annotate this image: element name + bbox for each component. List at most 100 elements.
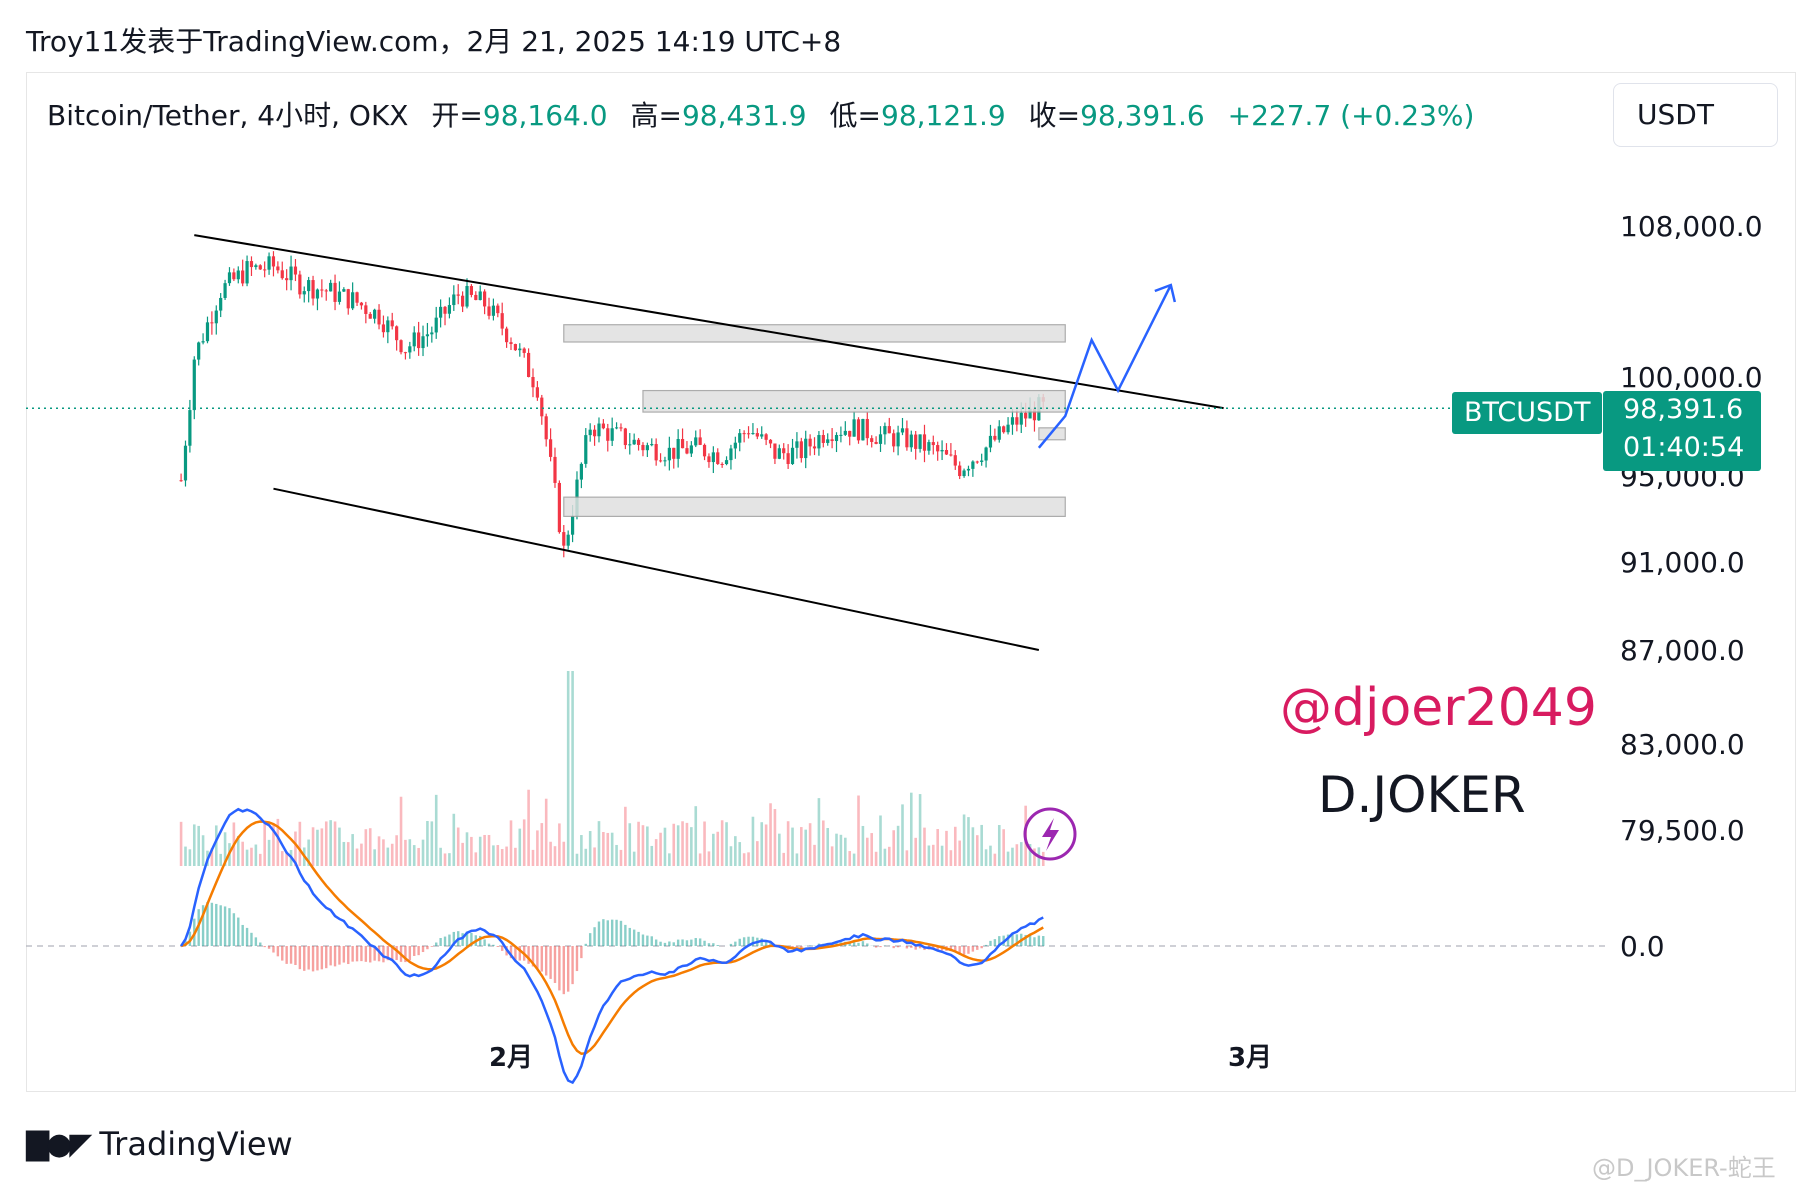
tradingview-logo-icon: ▇●◤: [26, 1126, 92, 1162]
macd-histogram-bar: [303, 946, 306, 971]
candle-body: [993, 435, 997, 440]
drawings-layer: [26, 234, 1452, 861]
volume-bar: [909, 792, 913, 866]
candle-body: [834, 435, 839, 442]
candle-body: [918, 434, 922, 449]
candle-body: [592, 429, 597, 437]
macd-histogram-bar: [998, 936, 1001, 946]
volume-bar: [566, 671, 570, 866]
volume-bar: [822, 820, 825, 866]
macd-histogram-bar: [355, 946, 359, 962]
volume-bar: [610, 832, 614, 866]
volume-bar: [901, 804, 904, 866]
trendline: [194, 234, 1224, 410]
volume-bar: [558, 823, 561, 866]
candle-body: [232, 272, 236, 280]
candle-body: [768, 439, 773, 444]
macd-histogram-bar: [285, 946, 288, 964]
candle-body: [439, 306, 443, 318]
volume-bar: [390, 843, 394, 866]
volume-bar: [518, 828, 522, 866]
candle-body: [443, 306, 447, 314]
macd-histogram-bar: [373, 946, 376, 961]
y-tick-label: 108,000.0: [1620, 210, 1763, 243]
macd-histogram-bar: [479, 935, 482, 946]
volume-bar: [1028, 844, 1032, 866]
candle-body: [469, 286, 474, 295]
macd-histogram-bar: [738, 938, 741, 946]
macd-histogram-bar: [360, 946, 363, 962]
candle-body: [425, 334, 430, 337]
volume-bar: [1019, 842, 1023, 866]
volume-bar: [659, 832, 662, 866]
volume-bar: [461, 842, 464, 866]
candle-body: [887, 426, 891, 434]
candle-body: [773, 443, 777, 459]
volume-bar: [923, 827, 926, 866]
candle-body: [821, 435, 825, 443]
candle-body: [707, 456, 711, 463]
volume-bar: [817, 798, 821, 866]
candle-body: [505, 328, 509, 343]
macd-histogram-bar: [641, 934, 645, 946]
macd-histogram-bar: [448, 934, 451, 946]
candle-body: [724, 460, 729, 465]
macd-histogram-bar: [712, 943, 715, 946]
macd-histogram-bar: [681, 939, 684, 946]
macd-histogram-bar: [624, 924, 627, 946]
volume-bar: [945, 830, 948, 866]
macd-histogram-bar: [483, 939, 486, 946]
high-label: 高=: [630, 99, 682, 132]
candle-body: [566, 534, 570, 546]
candle-body: [289, 266, 293, 281]
macd-histogram-bar: [703, 940, 706, 946]
macd-histogram-bar: [716, 945, 719, 946]
currency-button[interactable]: USDT: [1613, 83, 1778, 147]
volume-bar: [580, 835, 583, 866]
lightning-icon-ring: [1023, 807, 1077, 861]
candle-body: [905, 428, 909, 448]
candle-body: [513, 344, 517, 351]
candle-body: [302, 291, 306, 295]
candle-body: [685, 448, 689, 454]
candle-body: [509, 342, 513, 345]
macd-histogram-bar: [747, 936, 750, 946]
macd-histogram-bar: [294, 946, 297, 966]
candle-body: [971, 461, 975, 469]
candle-body: [562, 532, 566, 546]
macd-zero-label: 0.0: [1620, 930, 1665, 963]
candle-body: [975, 461, 979, 463]
candle-body: [456, 294, 460, 296]
volume-bar: [549, 841, 552, 866]
macd-histogram-bar: [892, 946, 895, 949]
volume-bar: [852, 853, 856, 866]
candle-body: [535, 387, 539, 398]
macd-histogram-bar: [307, 946, 310, 970]
macd-histogram-bar: [518, 946, 521, 961]
macd-histogram-bar: [443, 936, 447, 946]
candle-body: [958, 465, 962, 477]
macd-histogram-bar: [597, 921, 601, 946]
volume-bar: [514, 847, 517, 866]
candle-body: [496, 305, 500, 314]
volume-bar: [786, 821, 790, 866]
macd-histogram-bar: [698, 938, 702, 946]
low-label: 低=: [829, 99, 881, 132]
macd-histogram-bar: [470, 932, 473, 946]
volume-bar: [905, 850, 909, 866]
volume-bar: [426, 820, 429, 866]
volume-layer: [179, 671, 1045, 866]
volume-bar: [826, 828, 830, 866]
candle-body: [333, 282, 337, 302]
volume-bar: [562, 841, 566, 866]
volume-bar: [628, 823, 632, 866]
volume-bar: [650, 845, 654, 866]
close-label: 收=: [1028, 99, 1081, 132]
volume-bar: [329, 820, 332, 866]
candle-body: [667, 447, 671, 461]
macd-histogram-bar: [602, 919, 605, 946]
volume-bar: [676, 825, 680, 866]
volume-bar: [522, 819, 526, 866]
volume-bar: [452, 813, 456, 866]
macd-histogram-bar: [245, 927, 249, 946]
